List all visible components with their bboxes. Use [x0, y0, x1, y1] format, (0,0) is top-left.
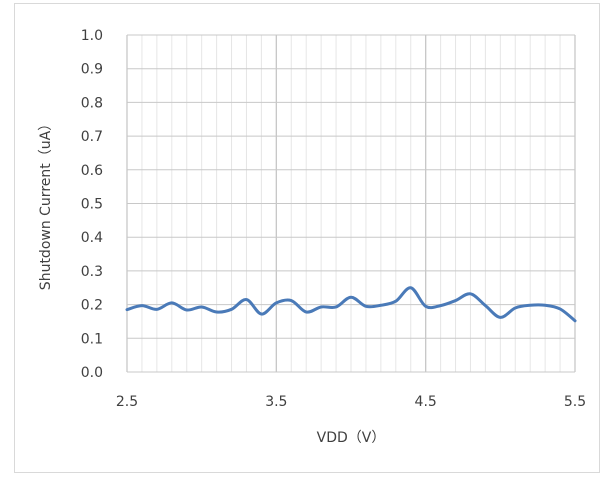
- y-tick-label: 0.1: [81, 331, 103, 347]
- y-tick-label: 0.8: [81, 95, 103, 111]
- series-lines: [125, 286, 577, 323]
- x-tick-label: 3.5: [265, 394, 287, 410]
- y-tick-label: 0.3: [81, 264, 103, 280]
- y-tick-label: 0.0: [81, 365, 103, 381]
- y-tick-label: 0.9: [81, 62, 103, 78]
- x-axis-tick-labels: 2.5 3.5 4.5 5.5: [116, 394, 586, 410]
- y-axis-tick-labels: 0.0 0.1 0.2 0.3 0.4 0.5 0.6 0.7 0.8 0.9 1.0: [81, 28, 103, 381]
- x-tick-label: 4.5: [415, 394, 437, 410]
- y-tick-label: 1.0: [81, 28, 103, 44]
- y-tick-label: 0.7: [81, 129, 103, 145]
- major-gridlines: [126, 34, 576, 373]
- x-tick-label: 5.5: [564, 394, 586, 410]
- y-tick-label: 0.2: [81, 298, 103, 314]
- x-axis-title: VDD（V）: [317, 430, 386, 446]
- chart-area: [14, 3, 600, 473]
- x-tick-label: 2.5: [116, 394, 138, 410]
- series-line: [125, 286, 577, 323]
- y-axis-title: Shutdown Current（uA）: [38, 117, 54, 290]
- y-tick-label: 0.5: [81, 197, 103, 213]
- y-tick-label: 0.4: [81, 230, 103, 246]
- y-tick-label: 0.6: [81, 163, 103, 179]
